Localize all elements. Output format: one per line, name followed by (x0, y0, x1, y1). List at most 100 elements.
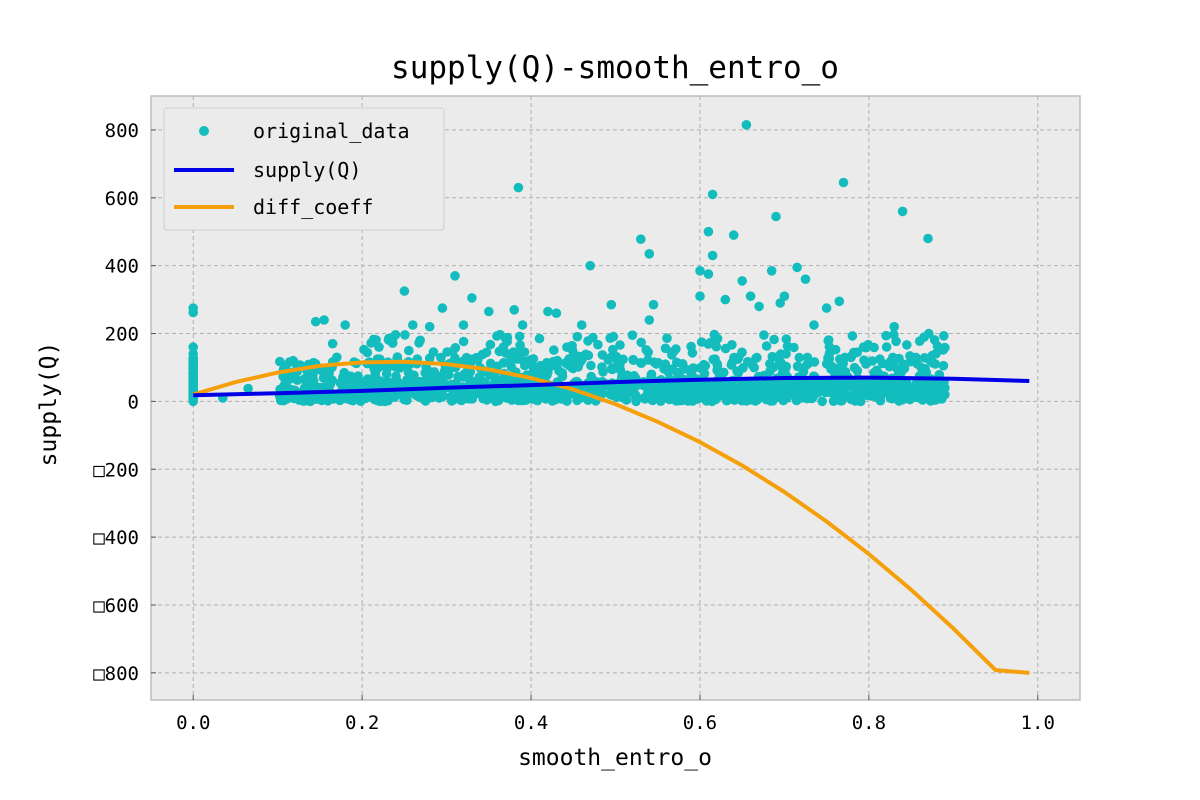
x-axis-ticks: 0.0 0.2 0.4 0.6 0.8 1.0 (176, 695, 1055, 734)
data-point (372, 379, 382, 390)
data-point (854, 381, 865, 392)
data-point (898, 377, 909, 388)
data-point (374, 342, 384, 352)
data-point (659, 364, 669, 374)
y-tick-label: 200 (105, 324, 139, 346)
data-point (514, 331, 525, 342)
data-point (605, 333, 615, 344)
data-point (643, 355, 653, 365)
legend: original_data supply(Q) diff_coeff (163, 107, 445, 231)
data-point (656, 393, 667, 403)
data-point (519, 356, 529, 367)
x-tick-label: 0.2 (345, 712, 379, 734)
data-point (629, 371, 639, 381)
data-point (712, 334, 722, 345)
data-point (424, 388, 435, 398)
data-point (894, 391, 905, 401)
data-point (484, 306, 494, 317)
data-point (557, 393, 568, 404)
data-point (188, 342, 198, 352)
data-point (408, 320, 418, 330)
data-point (517, 395, 527, 406)
data-point (498, 342, 509, 352)
data-point (188, 396, 198, 407)
data-point (300, 396, 311, 406)
x-tick-label: 0.8 (852, 712, 886, 734)
data-point (823, 353, 833, 363)
legend-label-original-data: original_data (253, 119, 410, 143)
data-point (940, 389, 950, 400)
data-point (794, 352, 805, 363)
data-point (339, 378, 349, 388)
data-point (890, 353, 900, 364)
data-point (940, 342, 950, 353)
data-point (340, 320, 351, 330)
data-point (736, 384, 746, 395)
data-point (515, 340, 525, 351)
data-point (669, 346, 679, 357)
data-point (875, 354, 885, 364)
data-point (450, 271, 460, 281)
data-point (188, 369, 198, 380)
data-point (695, 363, 705, 373)
data-point (581, 349, 591, 360)
data-point (674, 367, 685, 378)
data-point (790, 389, 801, 399)
data-point (852, 347, 863, 358)
data-point (419, 377, 430, 388)
data-point (781, 334, 792, 344)
data-point (660, 343, 671, 354)
data-point (467, 293, 477, 303)
data-point (392, 352, 403, 362)
legend-label-supply: supply(Q) (253, 158, 361, 182)
data-point (728, 230, 739, 240)
data-point (923, 233, 933, 244)
data-point (568, 363, 578, 374)
x-tick-label: 0.6 (683, 712, 717, 734)
data-point (332, 352, 342, 363)
data-point (765, 385, 776, 395)
y-tick-label: □200 (93, 459, 139, 481)
data-point (931, 394, 942, 405)
data-point (897, 206, 908, 217)
data-point (547, 396, 558, 406)
data-point (606, 299, 617, 310)
data-point (927, 350, 937, 361)
data-point (846, 352, 856, 363)
data-point (932, 341, 943, 351)
data-point (597, 362, 607, 372)
data-point (593, 339, 603, 350)
data-point (928, 358, 938, 368)
data-point (881, 330, 891, 341)
data-point (887, 378, 898, 388)
y-tick-label: 0 (128, 391, 139, 413)
data-point (527, 361, 538, 371)
data-point (673, 394, 683, 405)
legend-box (163, 107, 445, 231)
data-point (869, 342, 879, 353)
data-point (767, 392, 778, 403)
data-point (867, 356, 878, 366)
data-point (714, 384, 725, 394)
data-point (750, 396, 761, 406)
data-point (597, 350, 608, 360)
data-point (421, 367, 432, 377)
data-point (881, 342, 892, 352)
data-point (741, 120, 752, 130)
data-point (703, 269, 714, 279)
data-point (779, 291, 790, 302)
x-tick-label: 0.4 (514, 712, 548, 734)
data-point (505, 357, 515, 367)
data-point (879, 385, 889, 396)
data-point (766, 266, 777, 276)
data-point (542, 357, 552, 368)
data-point (696, 337, 707, 347)
data-point (782, 393, 792, 404)
data-point (695, 266, 705, 276)
legend-label-diff-coeff: diff_coeff (253, 195, 373, 219)
diff-coeff-line (192, 359, 1030, 675)
data-point (870, 385, 880, 395)
data-point (671, 357, 682, 368)
data-point (859, 355, 869, 366)
data-point (940, 383, 950, 393)
